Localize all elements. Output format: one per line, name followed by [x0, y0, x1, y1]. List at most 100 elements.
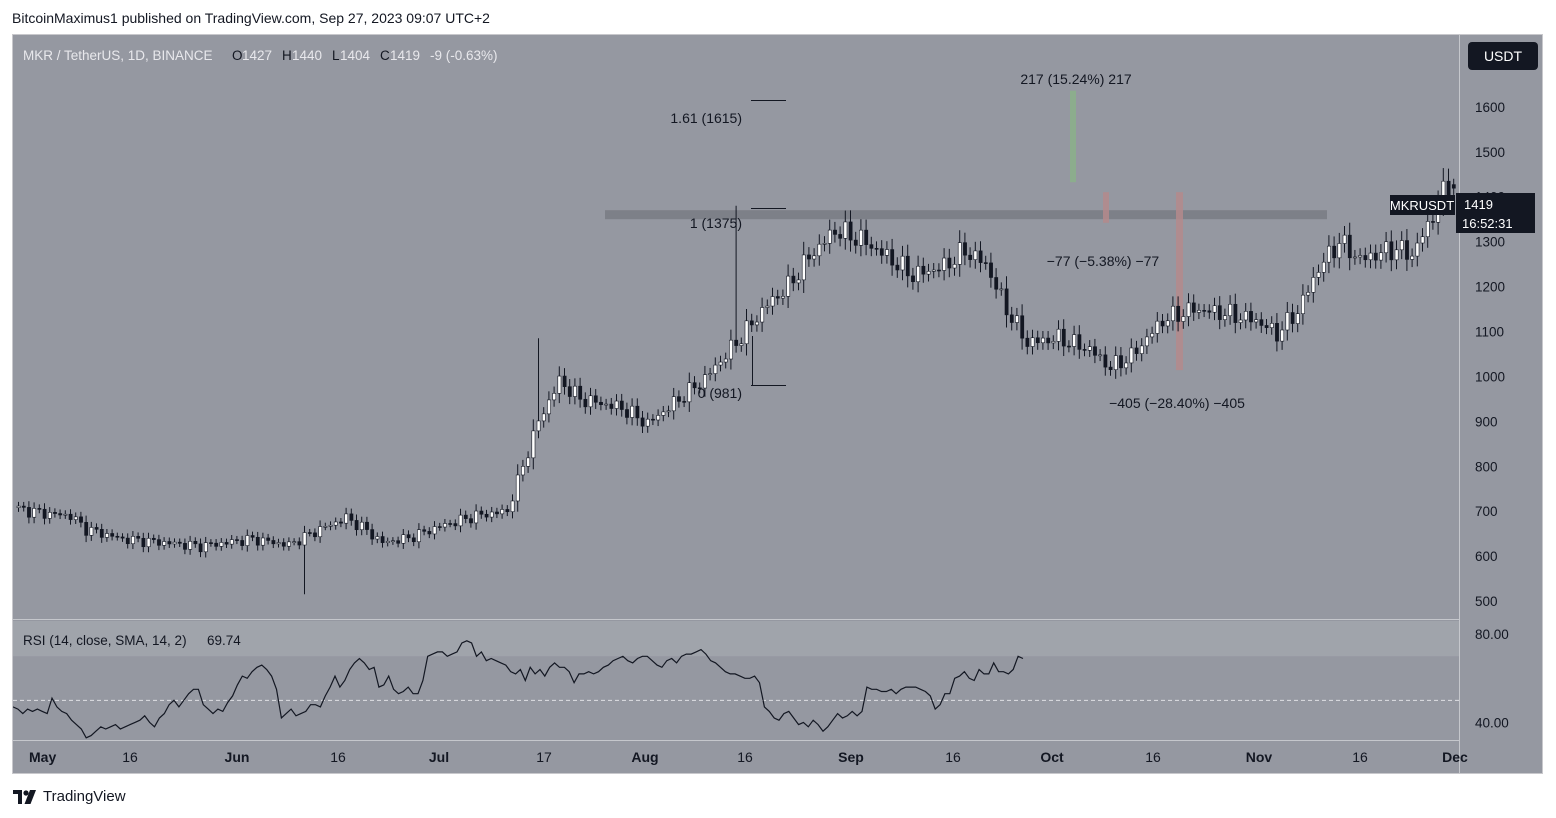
candle-body	[1316, 272, 1321, 278]
candle	[1389, 230, 1394, 272]
time-tick-label: 16	[737, 749, 753, 765]
candle-body	[479, 510, 484, 515]
candle	[422, 525, 427, 536]
candle-body	[521, 466, 525, 476]
candle	[146, 532, 151, 553]
candle	[1337, 232, 1342, 269]
candle-body	[255, 536, 260, 546]
candle-body	[1004, 288, 1009, 316]
candle-body	[931, 269, 936, 272]
fib-1-label: 1 (1375)	[690, 215, 742, 231]
candle	[79, 511, 83, 528]
candle-body	[287, 541, 291, 547]
candle	[183, 538, 187, 555]
candle-body	[895, 264, 900, 271]
candle-body	[791, 275, 796, 284]
candle	[94, 523, 99, 534]
candle	[1119, 347, 1123, 377]
candle	[1327, 235, 1331, 274]
candle	[1316, 264, 1321, 286]
candle	[547, 391, 551, 423]
candle	[1061, 319, 1066, 357]
candle	[807, 247, 811, 267]
candle-body	[1285, 312, 1290, 331]
candle	[567, 379, 572, 405]
candle	[1077, 325, 1082, 359]
candle-body	[1431, 221, 1435, 223]
candle	[859, 219, 863, 257]
candle	[1004, 276, 1009, 328]
candle-body	[1139, 345, 1144, 354]
candle-body	[276, 542, 281, 545]
candle	[515, 464, 520, 512]
candle-body	[1410, 255, 1415, 260]
candle-body	[1087, 346, 1092, 351]
candle	[276, 538, 281, 548]
candle	[708, 367, 713, 381]
candle-body	[1020, 315, 1025, 339]
fib-0-label: 0 (981)	[698, 385, 742, 401]
candle	[1067, 340, 1071, 353]
candle	[21, 501, 26, 512]
candle	[1082, 343, 1087, 357]
legend-high: 1440	[292, 48, 322, 63]
legend-change: -9 (-0.63%)	[430, 48, 498, 63]
candle	[749, 313, 754, 332]
candle	[318, 520, 323, 543]
candle	[1264, 318, 1269, 335]
rsi-label: RSI (14, close, SMA, 14, 2)	[23, 633, 187, 648]
candle-body	[531, 430, 536, 459]
candle	[380, 531, 385, 548]
candle	[817, 234, 822, 266]
candle	[1233, 293, 1238, 334]
candle-body	[136, 536, 141, 539]
candle-body	[635, 405, 640, 419]
candle-body	[1124, 362, 1129, 369]
tradingview-logo[interactable]: TradingView	[13, 788, 126, 805]
candle	[1238, 313, 1243, 330]
candle	[131, 531, 135, 550]
candle-body	[120, 536, 125, 539]
candle	[1020, 304, 1025, 350]
candle-body	[1015, 315, 1019, 323]
currency-button[interactable]: USDT	[1468, 42, 1538, 70]
candle-body	[1223, 315, 1227, 320]
candle	[781, 289, 785, 305]
candle	[869, 236, 874, 257]
candle-body	[1186, 302, 1191, 317]
candle	[838, 226, 843, 247]
candle	[458, 508, 463, 533]
candle-body	[188, 541, 193, 550]
candle-body	[1363, 255, 1368, 261]
candle-body	[916, 265, 921, 283]
chart-canvas[interactable]: 5006007008009001000110012001300140015001…	[13, 35, 1543, 774]
candle	[349, 508, 354, 526]
candle	[1056, 320, 1061, 351]
candle-body	[1373, 252, 1378, 261]
candle	[489, 506, 494, 523]
candle	[266, 533, 271, 545]
candle-body	[578, 385, 583, 400]
candle-body	[1415, 242, 1420, 257]
candle-body	[84, 522, 89, 536]
candle-body	[1384, 241, 1389, 254]
candle-body	[963, 242, 967, 256]
candle-body	[224, 542, 229, 545]
candle	[723, 352, 728, 369]
candle-body	[370, 529, 375, 540]
candle	[879, 240, 884, 264]
candle	[770, 287, 775, 315]
candle	[505, 505, 510, 517]
currency-label: USDT	[1484, 48, 1523, 64]
candle-body	[63, 513, 68, 516]
candle	[921, 257, 926, 283]
candle-body	[89, 527, 94, 536]
candle-body	[952, 264, 957, 269]
candle-body	[177, 541, 182, 544]
candle	[796, 272, 801, 291]
candle-body	[443, 523, 447, 528]
candle	[536, 338, 541, 439]
candle	[718, 355, 723, 372]
pane-background	[13, 35, 1542, 773]
candle-body	[973, 250, 978, 260]
